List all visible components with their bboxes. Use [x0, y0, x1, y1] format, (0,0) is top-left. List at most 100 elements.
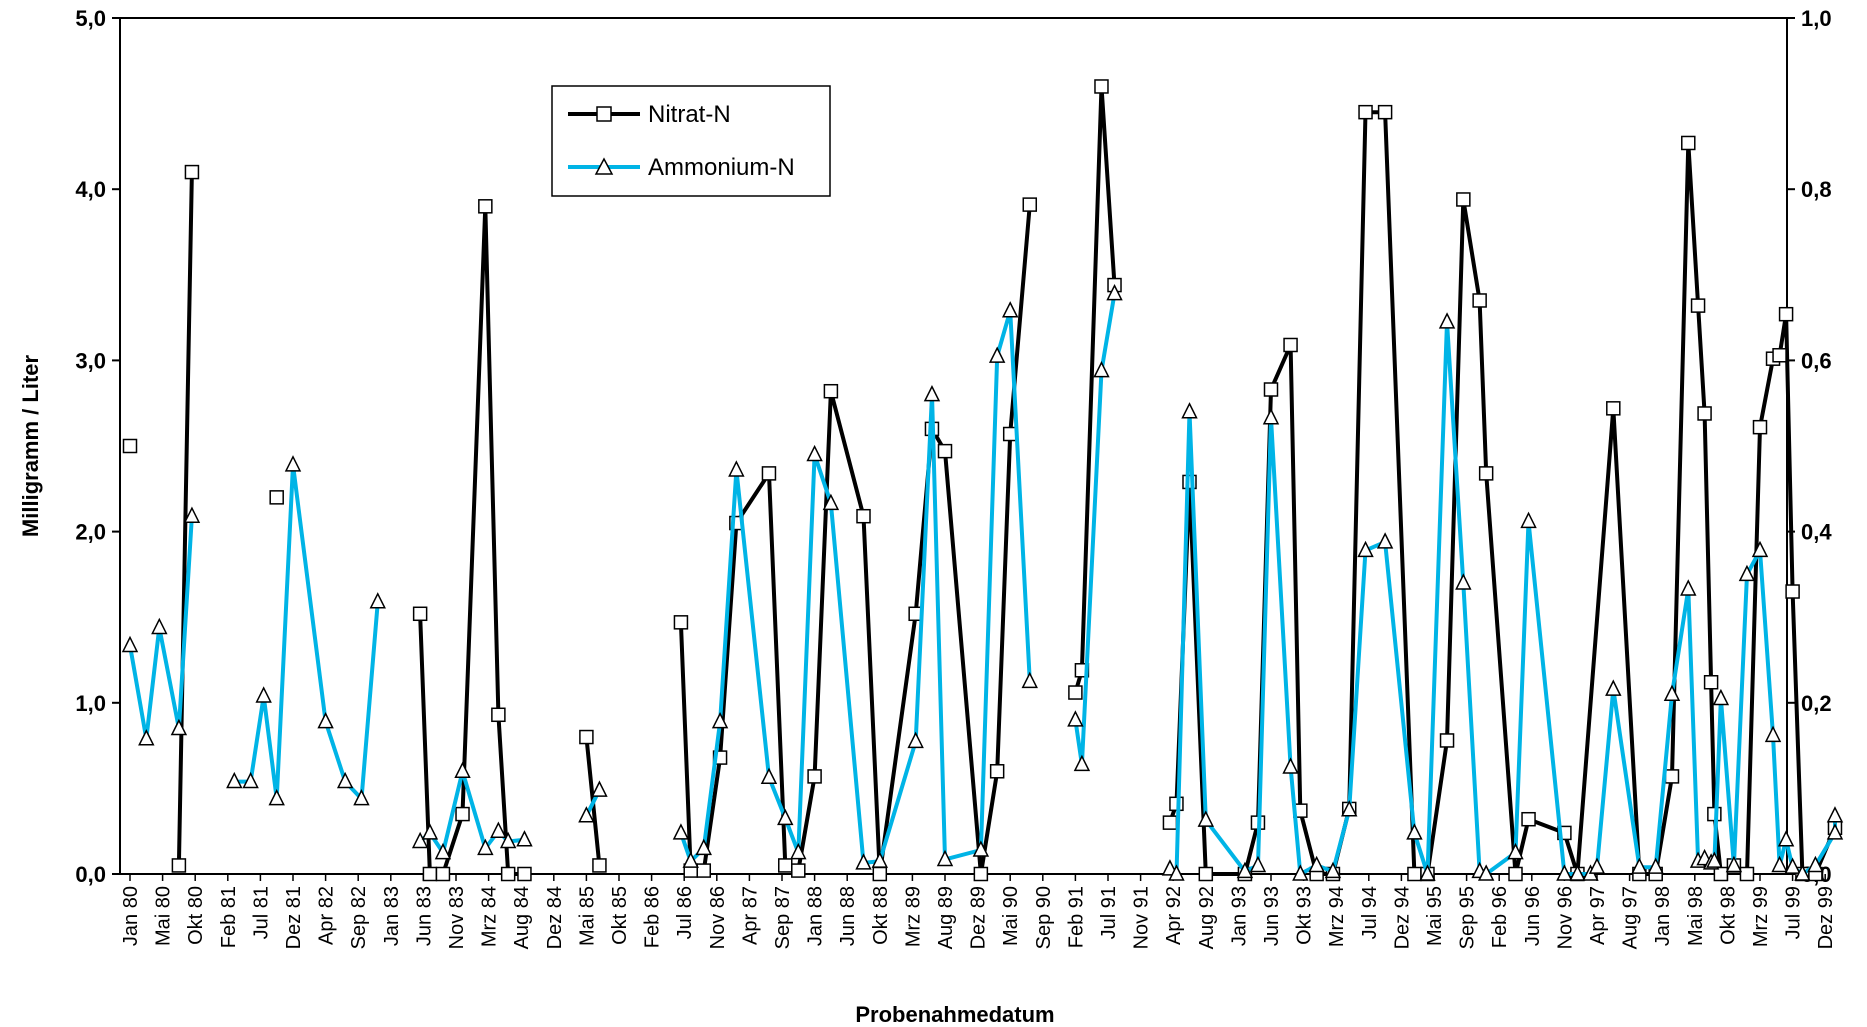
- x-tick-label: Feb 96: [1489, 886, 1511, 948]
- data-point-ammonium: [226, 771, 243, 789]
- x-tick-label: Dez 99: [1815, 886, 1837, 949]
- y-axis-left: 0,0 1,0 2,0 3,0 4,0 5,0: [75, 6, 120, 887]
- data-point-nitrat: [1162, 815, 1178, 830]
- data-point-ammonium: [822, 493, 840, 511]
- data-point-ammonium: [490, 821, 507, 838]
- data-point-ammonium: [1680, 579, 1697, 596]
- data-point-nitrat: [412, 606, 428, 622]
- data-point-nitrat: [1521, 811, 1536, 827]
- x-tick-label: Jun 96: [1522, 886, 1544, 946]
- x-tick-label: Okt 80: [185, 886, 207, 945]
- data-point-ammonium: [138, 729, 155, 746]
- x-tick-label: Aug 89: [935, 886, 957, 949]
- data-point-ammonium: [728, 460, 745, 477]
- data-point-ammonium: [1663, 684, 1681, 701]
- x-axis-title: Probenahmedatum: [855, 1002, 1054, 1027]
- y-right-tick-label: 0,6: [1801, 348, 1832, 373]
- series-line-ammonium: [1073, 291, 1117, 767]
- data-point-nitrat: [856, 508, 871, 524]
- series-line-nitrat: [176, 170, 194, 868]
- data-point-ammonium: [1357, 540, 1374, 558]
- data-point-nitrat: [989, 764, 1005, 779]
- data-point-ammonium: [336, 771, 354, 789]
- x-tick-label: Jun 93: [1261, 886, 1283, 946]
- x-tick-label: Okt 88: [870, 886, 892, 945]
- data-point-nitrat: [807, 769, 822, 784]
- data-point-ammonium: [1376, 532, 1394, 549]
- data-point-nitrat: [478, 199, 493, 214]
- data-point-ammonium: [682, 851, 699, 868]
- data-point-ammonium: [1168, 864, 1185, 881]
- x-tick-label: Okt 98: [1717, 886, 1739, 945]
- data-point-nitrat: [823, 383, 839, 399]
- data-point-nitrat: [1068, 685, 1083, 700]
- x-tick-label: Apr 87: [739, 886, 761, 945]
- data-point-ammonium: [1438, 312, 1456, 329]
- x-tick-label: Jan 80: [120, 886, 142, 946]
- data-point-ammonium: [1520, 511, 1537, 529]
- x-tick-label: Jan 88: [805, 886, 827, 946]
- data-point-nitrat: [1606, 401, 1621, 416]
- data-point-ammonium: [1106, 283, 1123, 301]
- x-tick-label: Sep 90: [1033, 886, 1055, 949]
- legend-marker-nitrat: [596, 106, 612, 122]
- data-point-ammonium: [1197, 810, 1215, 827]
- data-point-ammonium: [777, 808, 794, 826]
- data-point-ammonium: [317, 711, 334, 729]
- data-point-ammonium: [1764, 725, 1782, 743]
- x-tick-label: Aug 92: [1196, 886, 1218, 949]
- x-tick-label: Dez 94: [1391, 886, 1413, 949]
- x-tick-label: Mai 90: [1000, 886, 1022, 946]
- x-tick-label: Apr 82: [316, 886, 338, 945]
- data-point-nitrat: [455, 806, 470, 822]
- data-point-ammonium: [1262, 408, 1280, 425]
- data-point-ammonium: [855, 853, 872, 870]
- data-point-ammonium: [711, 711, 729, 729]
- data-point-ammonium: [1826, 806, 1844, 823]
- data-point-ammonium: [936, 849, 954, 867]
- data-point-ammonium: [1631, 857, 1648, 874]
- y-left-tick-label: 0,0: [75, 862, 106, 887]
- y-right-tick-label: 0,8: [1801, 177, 1832, 202]
- data-point-ammonium: [1738, 564, 1756, 582]
- data-point-nitrat: [778, 858, 793, 873]
- x-tick-label: Feb 81: [218, 886, 240, 948]
- data-point-nitrat: [1472, 293, 1487, 308]
- data-point-ammonium: [1341, 800, 1358, 817]
- data-point-ammonium: [499, 831, 517, 849]
- data-point-nitrat: [791, 863, 806, 878]
- data-point-nitrat: [1198, 866, 1214, 882]
- legend-marker-ammonium: [594, 157, 614, 175]
- data-point-ammonium: [1021, 671, 1038, 689]
- data-point-ammonium: [1725, 855, 1743, 873]
- data-point-nitrat: [673, 615, 689, 630]
- data-point-ammonium: [1751, 540, 1769, 558]
- data-point-nitrat: [517, 866, 532, 882]
- data-point-ammonium: [988, 346, 1006, 363]
- x-tick-label: Feb 86: [642, 886, 664, 948]
- x-tick-label: Aug 97: [1620, 886, 1642, 949]
- x-tick-label: Sep 87: [772, 886, 794, 949]
- data-point-ammonium: [1826, 823, 1844, 840]
- x-tick-label: Dez 89: [968, 886, 990, 949]
- data-point-nitrat: [696, 863, 712, 878]
- data-point-ammonium: [923, 384, 941, 402]
- y-left-tick-label: 5,0: [75, 6, 106, 31]
- data-point-ammonium: [1706, 851, 1723, 868]
- data-point-ammonium: [907, 731, 924, 749]
- x-tick-label: Apr 97: [1587, 886, 1609, 945]
- series-line-nitrat: [1167, 110, 1837, 876]
- data-point-ammonium: [1308, 855, 1325, 873]
- x-tick-label: Jul 91: [1098, 886, 1120, 939]
- y-left-tick-label: 3,0: [75, 348, 106, 373]
- data-point-ammonium: [695, 838, 712, 856]
- x-tick-label: Mrz 99: [1750, 886, 1772, 947]
- x-tick-label: Jan 98: [1652, 886, 1674, 946]
- data-point-ammonium: [1292, 864, 1309, 881]
- data-point-nitrat: [491, 707, 506, 723]
- data-point-ammonium: [1569, 864, 1586, 881]
- data-point-nitrat: [435, 866, 451, 882]
- series-line-nitrat: [1073, 84, 1117, 695]
- data-point-ammonium: [1807, 855, 1824, 873]
